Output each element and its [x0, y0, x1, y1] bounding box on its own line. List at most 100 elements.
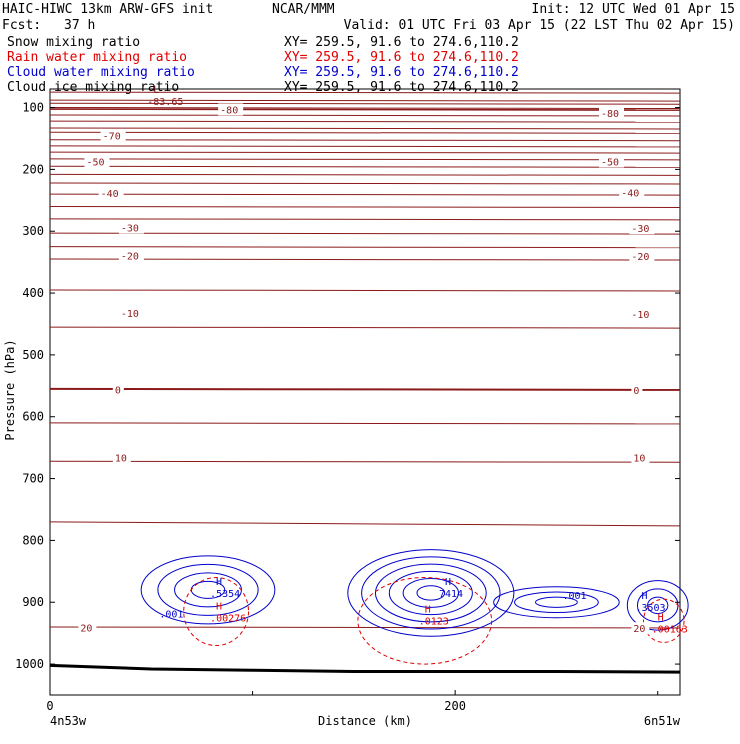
isotherm-line — [49, 258, 681, 261]
isotherm-line — [49, 626, 681, 629]
label-bg — [78, 621, 97, 634]
isotherm-label: 0 — [633, 386, 639, 397]
extremum-value: .0123 — [419, 617, 449, 628]
extremum-value: .00276 — [210, 614, 246, 625]
cloud-water-contour — [374, 563, 487, 623]
label-bg — [98, 186, 124, 199]
extremum-marker: H — [425, 605, 431, 616]
isotherm-line — [49, 114, 681, 117]
x-axis-label: Distance (km) — [318, 714, 412, 728]
label-bg — [629, 308, 655, 321]
extremum-value: .3503 — [635, 603, 665, 614]
cloud-water-contour — [402, 578, 460, 608]
isotherm-line — [49, 158, 681, 161]
terrain-line — [49, 663, 681, 674]
label-bg — [112, 451, 131, 464]
isotherm-line — [49, 232, 681, 235]
isotherm-line — [49, 460, 681, 463]
cloud-water-contour — [534, 596, 578, 608]
rain-water-contour — [643, 598, 685, 643]
y-tick-label: 800 — [22, 533, 44, 547]
isotherm-line — [49, 521, 681, 527]
cloud-water-contour — [361, 556, 501, 630]
label-bg — [118, 249, 144, 262]
y-tick-label: 100 — [22, 101, 44, 115]
cloud-water-contour — [493, 586, 620, 619]
extremum-value: 7414 — [439, 589, 463, 600]
isotherm-line — [49, 120, 681, 123]
forecast-label: Fcst: — [2, 18, 41, 33]
label-bg — [598, 155, 624, 168]
right-endpoint-label: 6n51w — [644, 714, 681, 728]
isotherm-line — [49, 205, 681, 208]
isotherm-label: 20 — [633, 624, 645, 635]
extremum-marker: H — [445, 577, 451, 588]
field-xy: XY= 259.5, 91.6 to 274.6,110.2 — [284, 65, 519, 80]
isotherm-line — [49, 218, 681, 221]
isotherm-line — [49, 173, 681, 176]
contour-labels: -80 -80 -70 -50 -50 -40 -40 -30 -30 -20 -20 -10 -10 0… — [78, 85, 688, 636]
label-bg — [631, 384, 643, 397]
x-tick-label: 0 — [46, 699, 53, 713]
y-axis-label: Pressure (hPa) — [3, 339, 17, 440]
isotherm-label: -40 — [621, 188, 639, 199]
rain-water-contour — [183, 577, 250, 647]
isotherm-line — [49, 326, 681, 329]
label-bg — [218, 103, 244, 116]
field-xy: XY= 259.5, 91.6 to 274.6,110.2 — [284, 80, 519, 95]
isotherm-label: 10 — [633, 454, 645, 465]
y-tick-label: 900 — [22, 595, 44, 609]
isotherm-line — [49, 139, 681, 142]
extremum-value: .00163 — [652, 625, 688, 636]
label-bg — [619, 186, 645, 199]
field-list: Snow mixing ratio XY= 259.5, 91.6 to 274.… — [7, 35, 519, 95]
field-name: Snow mixing ratio — [7, 35, 140, 50]
contour-label: .001 — [159, 610, 183, 621]
cloud-water-contours — [140, 549, 689, 637]
extremum-marker: L — [153, 85, 159, 96]
isotherm-line — [49, 387, 681, 391]
extremum-marker: H — [658, 613, 664, 624]
isotherm-line — [49, 246, 681, 249]
terrain-surface — [49, 663, 681, 674]
label-bg — [629, 249, 655, 262]
isotherm-label: 0 — [115, 386, 121, 397]
cloud-water-contour — [626, 580, 689, 631]
isotherm-label: -30 — [121, 224, 139, 235]
label-bg — [100, 129, 126, 142]
label-bg — [84, 155, 110, 168]
extremum-value: .5354 — [210, 589, 240, 600]
field-name: Cloud water mixing ratio — [7, 65, 195, 80]
isotherm-label: 20 — [80, 624, 92, 635]
isotherm-line — [49, 99, 681, 102]
extremum-value: -83.65 — [147, 97, 183, 108]
label-bg — [598, 107, 624, 120]
extremum-marker: H — [216, 577, 222, 588]
cloud-water-contour — [647, 596, 669, 615]
y-tick-label: 300 — [22, 224, 44, 238]
isotherm-label: -80 — [601, 109, 619, 120]
isotherm-line — [49, 289, 681, 292]
isotherm-label: -10 — [631, 310, 649, 321]
isotherm-line — [49, 108, 681, 111]
isotherm-line — [49, 91, 681, 94]
left-endpoint-label: 4n53w — [50, 714, 87, 728]
label-bg — [112, 383, 124, 396]
y-tick-label: 700 — [22, 472, 44, 486]
isotherm-label: -80 — [220, 105, 238, 116]
isotherm-line — [49, 108, 681, 111]
isotherm-line — [49, 165, 681, 168]
label-bg — [631, 451, 650, 464]
label-bg — [118, 221, 144, 234]
x-tick-label: 200 — [444, 699, 466, 713]
isotherm-line — [49, 145, 681, 148]
temperature-contours — [49, 91, 681, 629]
isotherm-label: -30 — [631, 224, 649, 235]
isotherm-label: -50 — [601, 157, 619, 168]
isotherm-line — [49, 131, 681, 134]
plot-frame — [49, 88, 681, 696]
org-label: NCAR/MMM — [272, 2, 335, 17]
extremum-marker: H — [216, 602, 222, 613]
